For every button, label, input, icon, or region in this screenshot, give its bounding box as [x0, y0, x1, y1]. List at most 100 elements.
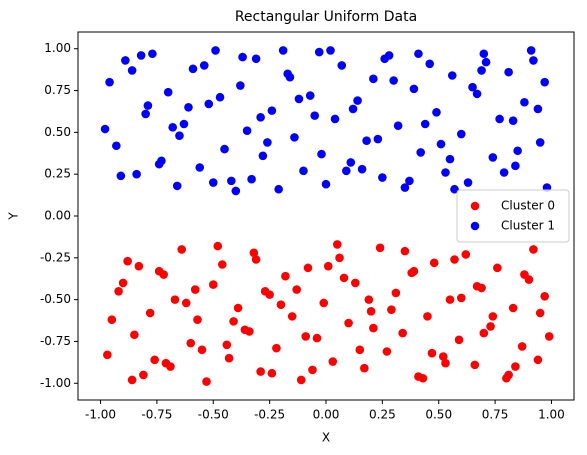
point — [456, 293, 466, 303]
point — [369, 323, 378, 333]
point — [317, 149, 326, 159]
point — [193, 315, 202, 325]
y-tick-label: 0.25 — [44, 167, 71, 181]
legend-box — [456, 189, 570, 243]
point — [292, 285, 301, 294]
point — [400, 183, 410, 192]
point — [463, 178, 473, 187]
point — [127, 66, 137, 75]
point — [188, 64, 198, 74]
point — [488, 312, 498, 321]
point — [393, 121, 403, 130]
point — [445, 295, 455, 304]
point — [436, 139, 446, 149]
point — [328, 357, 338, 366]
x-tick-label: 0.25 — [369, 408, 396, 422]
legend-marker — [470, 221, 480, 231]
point — [341, 166, 351, 176]
point — [114, 286, 123, 296]
point — [454, 335, 464, 345]
point — [355, 345, 365, 355]
point — [375, 243, 385, 253]
point — [533, 355, 543, 365]
point — [335, 253, 344, 263]
point — [195, 163, 205, 172]
point — [344, 318, 353, 328]
point — [172, 181, 182, 191]
point — [227, 176, 236, 186]
point — [290, 133, 299, 142]
x-tick-label: -0.25 — [254, 408, 285, 422]
point — [351, 278, 360, 288]
point — [472, 281, 482, 291]
point — [112, 141, 121, 151]
point — [100, 124, 110, 134]
point — [163, 87, 173, 97]
point — [520, 97, 529, 107]
point — [103, 350, 112, 360]
point — [321, 179, 331, 189]
point — [420, 119, 430, 129]
point — [416, 148, 425, 157]
point — [199, 61, 209, 70]
point — [337, 61, 347, 70]
point — [229, 317, 238, 326]
point — [511, 362, 520, 371]
point — [389, 76, 398, 85]
point — [468, 82, 477, 92]
point — [251, 54, 261, 64]
y-tick-label: -0.50 — [40, 292, 71, 306]
point — [427, 348, 437, 358]
x-tick-label: 0.50 — [425, 408, 452, 422]
point — [461, 250, 471, 259]
point — [364, 295, 374, 304]
point — [170, 295, 180, 304]
legend-label: Cluster 0 — [501, 199, 555, 213]
point — [481, 57, 491, 67]
legend-marker — [470, 201, 480, 211]
point — [233, 303, 243, 313]
point — [348, 104, 358, 114]
point — [179, 119, 189, 129]
y-tick-label: 1.00 — [44, 41, 71, 55]
point — [447, 71, 457, 80]
point — [263, 138, 272, 147]
x-tick-label: 1.00 — [538, 408, 565, 422]
point — [323, 261, 333, 271]
point — [479, 49, 489, 59]
chart-title: Rectangular Uniform Data — [235, 9, 417, 25]
point — [339, 273, 349, 283]
point — [450, 184, 459, 194]
point — [299, 166, 308, 176]
point — [526, 46, 536, 55]
point — [278, 46, 288, 55]
point — [251, 255, 261, 264]
point — [330, 114, 340, 124]
point — [301, 332, 311, 341]
point — [456, 129, 466, 139]
point — [513, 146, 522, 156]
point — [145, 308, 155, 318]
point — [260, 286, 270, 296]
point — [121, 56, 130, 65]
point — [294, 94, 304, 104]
point — [222, 340, 232, 350]
point — [249, 248, 259, 258]
point — [479, 328, 489, 338]
point — [314, 47, 324, 57]
point — [535, 138, 545, 147]
point — [267, 368, 277, 378]
point — [319, 298, 329, 308]
point — [540, 291, 549, 301]
point — [231, 186, 241, 196]
point — [391, 288, 401, 298]
point — [236, 81, 245, 90]
x-tick-label: 0.75 — [482, 408, 509, 422]
point — [204, 99, 214, 109]
point — [202, 377, 211, 386]
point — [378, 173, 387, 182]
point — [445, 154, 455, 164]
point — [305, 91, 315, 100]
point — [118, 278, 128, 288]
point — [245, 327, 254, 336]
